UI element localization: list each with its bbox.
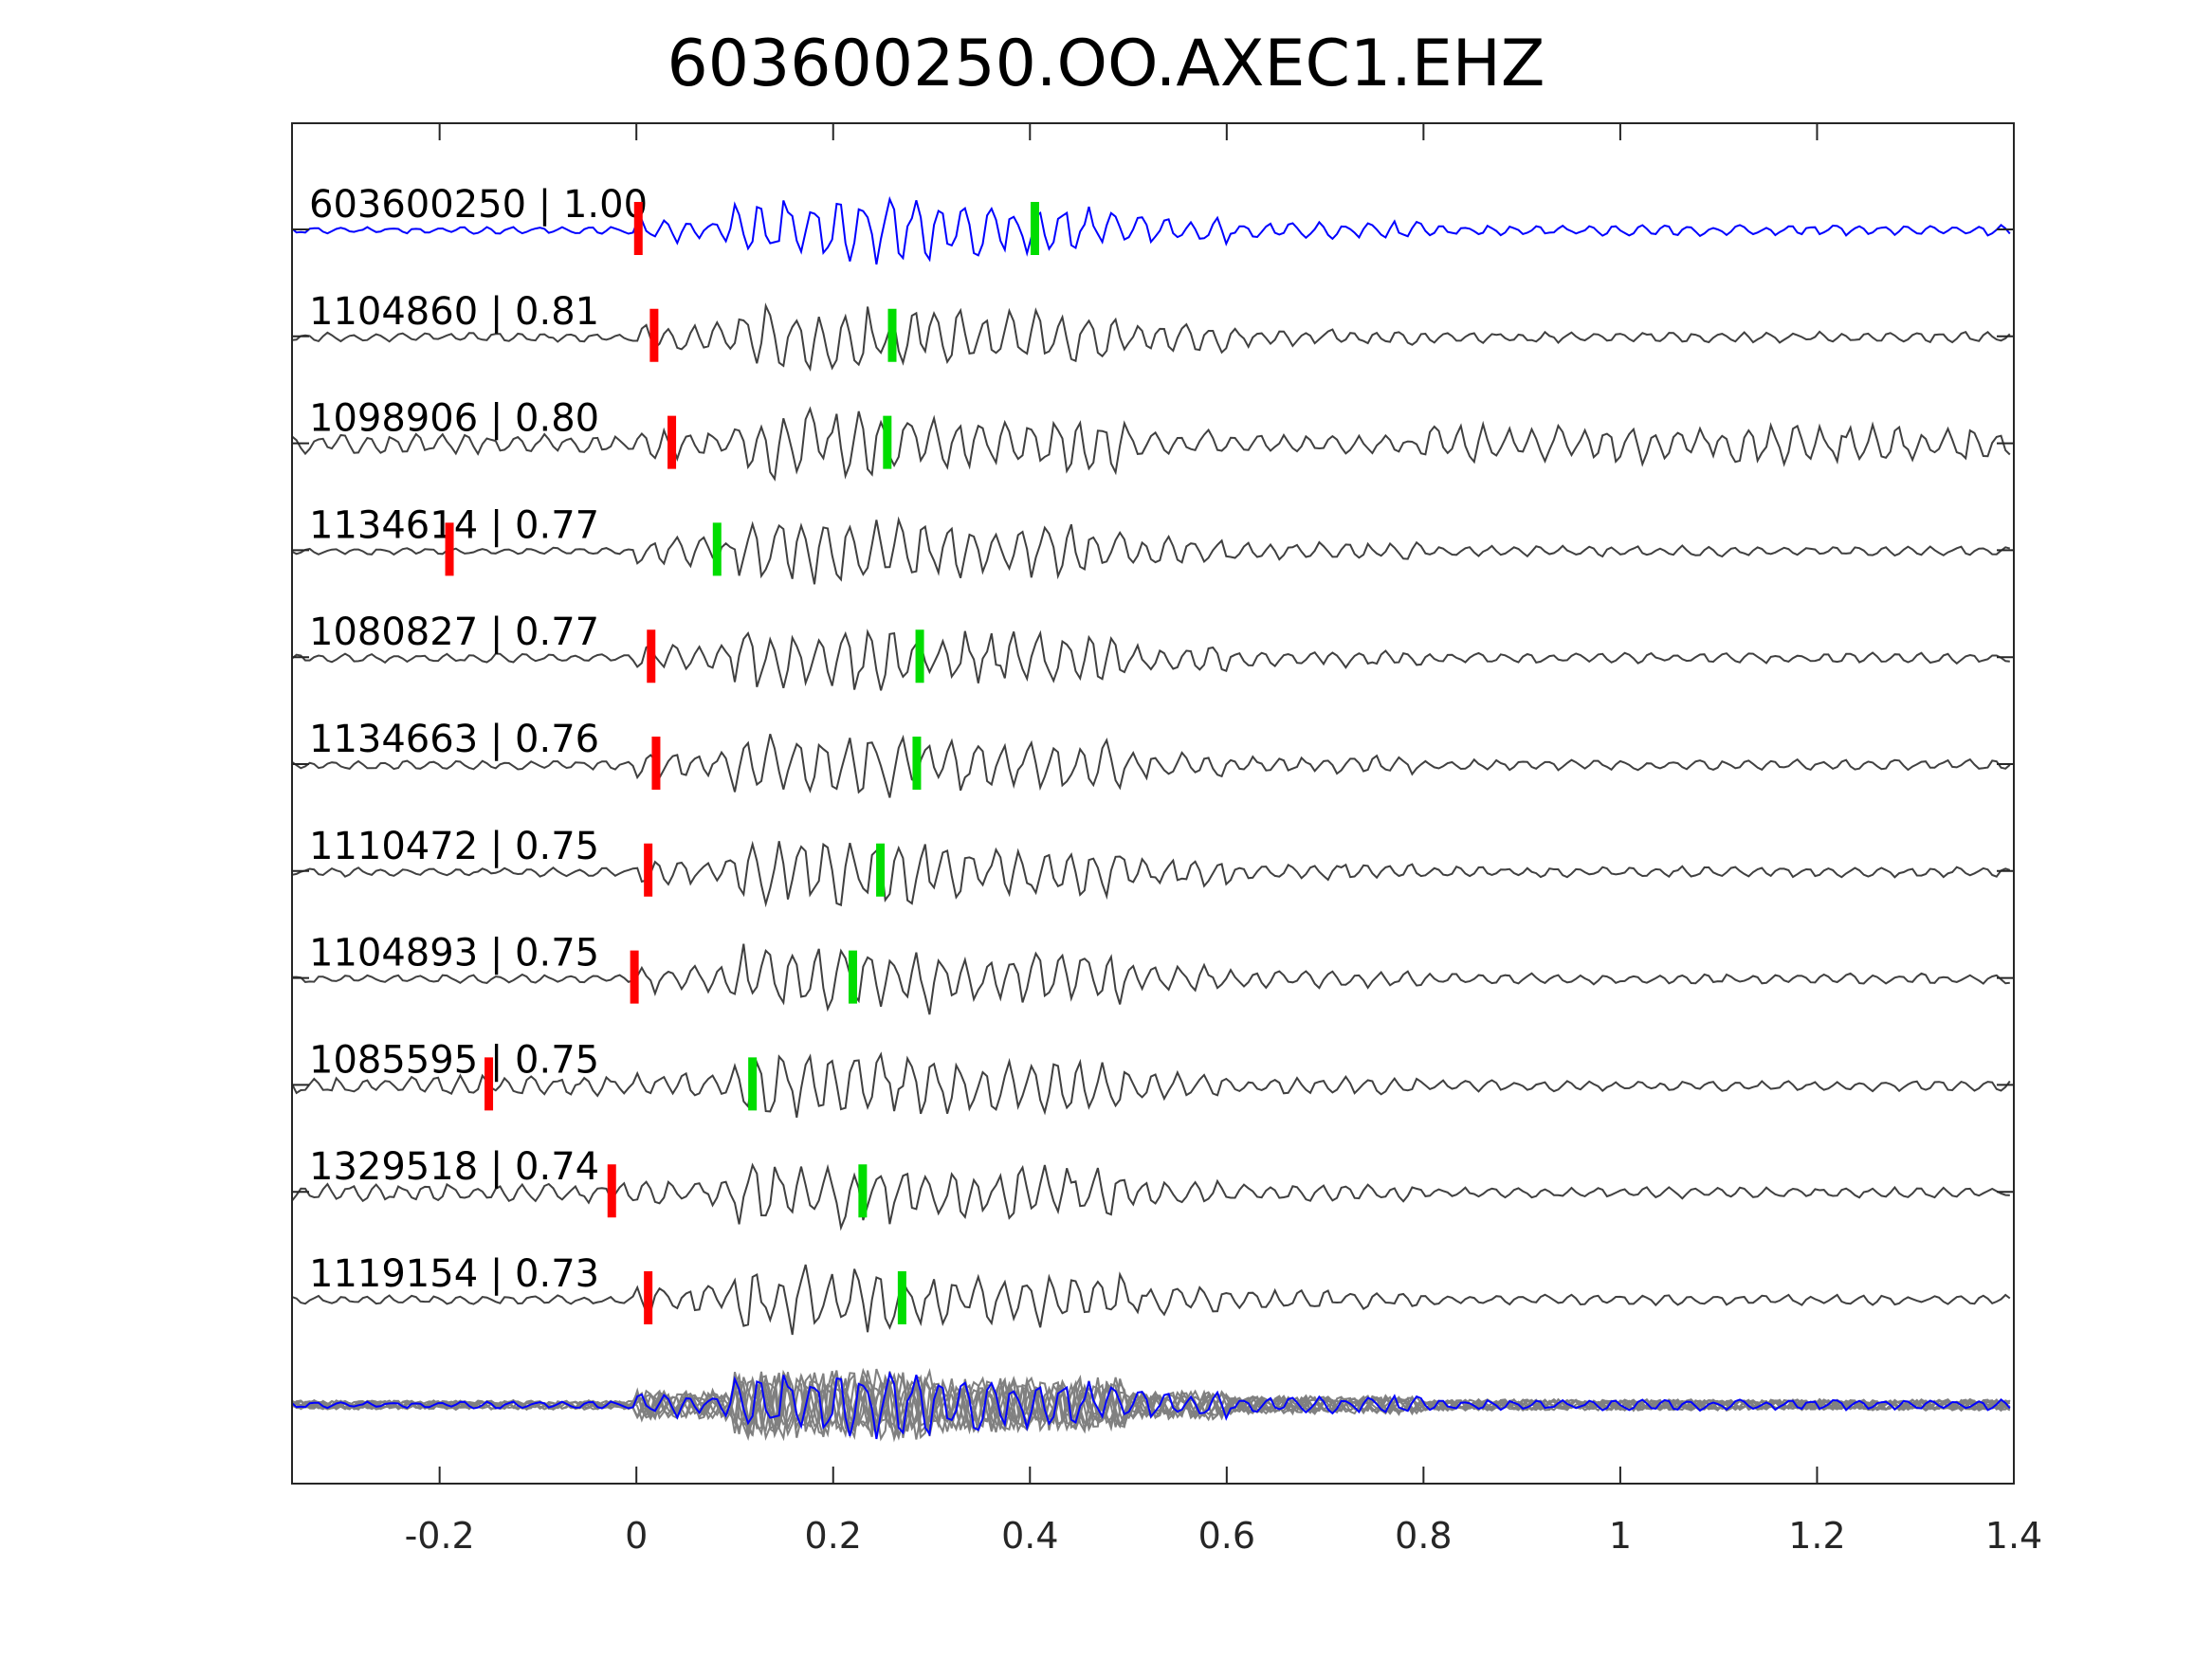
trace-line [291, 943, 2010, 1015]
x-tick-label: 0.4 [1001, 1515, 1058, 1557]
trace-line [291, 406, 2011, 482]
picks-layer [445, 202, 1039, 1324]
x-tick-label: 1.2 [1788, 1515, 1845, 1557]
x-tick-label: 0.6 [1198, 1515, 1255, 1557]
trace-line [291, 840, 2011, 908]
x-tick-label: 0.8 [1395, 1515, 1452, 1557]
trace-label: 1104893 | 0.75 [309, 932, 599, 975]
trace-line [291, 1051, 2011, 1118]
trace-line [291, 195, 2011, 265]
trace-line [291, 302, 2011, 372]
trace-line [291, 629, 2010, 691]
trace-line [291, 1264, 2011, 1336]
labels-layer: 603600250 | 1.00 1104860 | 0.81 1098906 | … [309, 183, 648, 1296]
trace-label: 1080827 | 0.77 [309, 611, 599, 654]
trace-line [291, 516, 2011, 585]
x-tick-label: 1 [1609, 1515, 1632, 1557]
x-tick-label: 0 [625, 1515, 648, 1557]
trace-label: 1134614 | 0.77 [309, 503, 599, 547]
trace-label: 1134663 | 0.76 [309, 718, 599, 761]
trace-label: 1098906 | 0.80 [309, 397, 599, 441]
trace-label: 1110472 | 0.75 [309, 825, 599, 868]
x-tick-label: 0.2 [805, 1515, 862, 1557]
x-tick-label: -0.2 [405, 1515, 475, 1557]
x-tick-label: 1.4 [1985, 1515, 2042, 1557]
trace-label: 1085595 | 0.75 [309, 1038, 599, 1082]
trace-label: 1119154 | 0.73 [309, 1252, 599, 1296]
trace-line [291, 1162, 2010, 1231]
trace-line [291, 734, 2011, 798]
trace-label: 1104860 | 0.81 [309, 290, 599, 334]
stack-template-line [291, 1370, 2011, 1440]
axes-layer: -0.2 0 0.2 0.4 0.6 0.8 1 1.2 1.4 [291, 122, 2042, 1557]
chart-title: 603600250.OO.AXEC1.EHZ [667, 27, 1545, 101]
trace-label: 603600250 | 1.00 [309, 183, 648, 227]
traces-layer [291, 195, 2011, 1443]
axes-box [291, 122, 2015, 1485]
trace-label: 1329518 | 0.74 [309, 1145, 599, 1189]
